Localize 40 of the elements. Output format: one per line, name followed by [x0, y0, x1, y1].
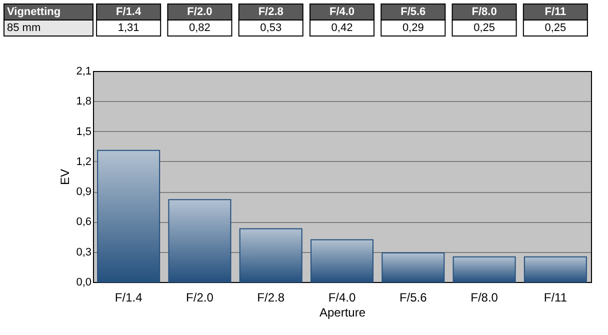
y-tick-label: 0,0: [76, 276, 92, 288]
x-tick-label: F/8.0: [470, 290, 498, 304]
bar: [239, 228, 302, 282]
category-label: F/8.0: [472, 6, 497, 18]
data-label: 0,82: [189, 22, 210, 34]
x-tick-label: F/4.0: [328, 290, 356, 304]
category-label: F/2.0: [187, 6, 212, 18]
data-label: 0,25: [544, 22, 566, 34]
category-label: F/1.4: [116, 6, 142, 18]
bar: [452, 256, 516, 282]
x-tick-label: F/2.0: [186, 290, 214, 304]
x-tick-label: F/2.8: [257, 290, 285, 304]
y-tick-label: 1,2: [76, 156, 92, 168]
data-label: 0,53: [260, 22, 282, 34]
category-label: F/5.6: [400, 6, 426, 18]
bar: [310, 239, 374, 282]
x-tick-label: F/5.6: [399, 290, 428, 304]
category-label: F/11: [544, 6, 566, 18]
data-label: 0,42: [331, 22, 353, 34]
text: 85 mm: [7, 22, 41, 34]
y-tick-label: 0,6: [76, 216, 92, 228]
bar: [97, 150, 160, 282]
text: Vignetting: [7, 6, 61, 18]
x-tick-label: F/11: [544, 290, 568, 304]
x-tick-label: F/1.4: [114, 290, 143, 304]
y-tick-label: 0,3: [76, 246, 92, 258]
x-axis-title: Aperture: [319, 306, 366, 320]
data-label: 0,29: [402, 22, 424, 34]
y-axis-title: EV: [58, 168, 72, 186]
bar: [168, 199, 232, 282]
y-tick-label: 1,5: [76, 126, 92, 138]
category-label: F/4.0: [329, 6, 355, 18]
data-label: 0,25: [474, 22, 495, 34]
bar: [524, 256, 587, 282]
y-tick-label: 0,9: [76, 186, 92, 198]
category-label: F/2.8: [258, 6, 284, 18]
y-tick-label: 1,8: [76, 96, 92, 108]
y-tick-label: 2,1: [76, 66, 92, 78]
data-label: 1,31: [118, 22, 140, 34]
bar: [382, 252, 445, 282]
